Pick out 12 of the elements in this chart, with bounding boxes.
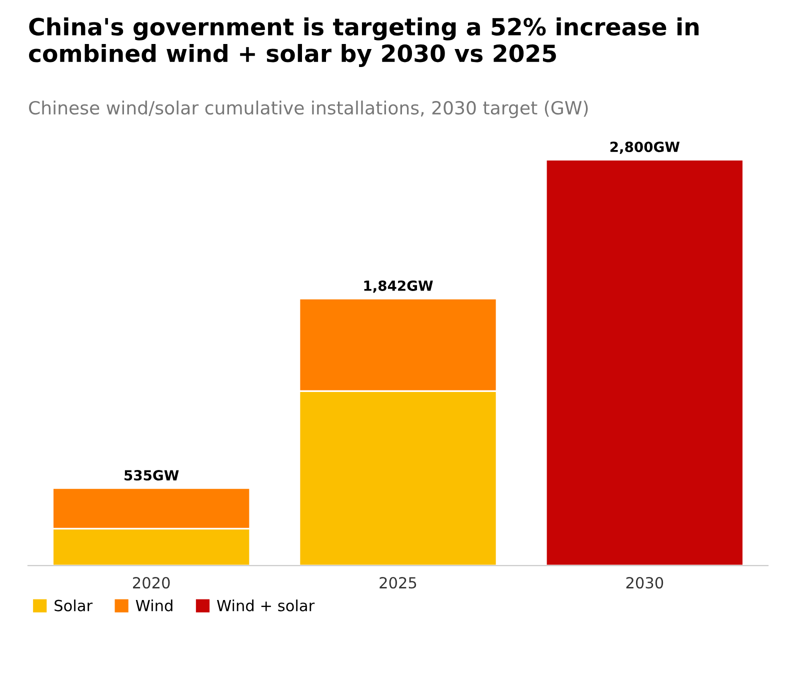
bar [545, 158, 744, 566]
legend-label: Wind + solar [216, 600, 315, 612]
legend-label: Solar [54, 600, 93, 612]
x-tick-label: 2020 [133, 576, 170, 589]
annotation: 535GW [124, 470, 179, 481]
chart-subtitle: Chinese wind/solar cumulative installations, 2030 target (GW) [29, 100, 588, 118]
annotation: 2,800GW [610, 142, 680, 154]
x-tick-label: 2025 [380, 576, 416, 589]
annotation: 1,842GW [364, 280, 433, 293]
chart-title: China's government is targeting a 52% increase in combined wind + solar by 2030 vs 2025 [29, 17, 699, 68]
legend-label: Wind [136, 600, 172, 612]
x-tick-label: 2030 [626, 576, 664, 589]
